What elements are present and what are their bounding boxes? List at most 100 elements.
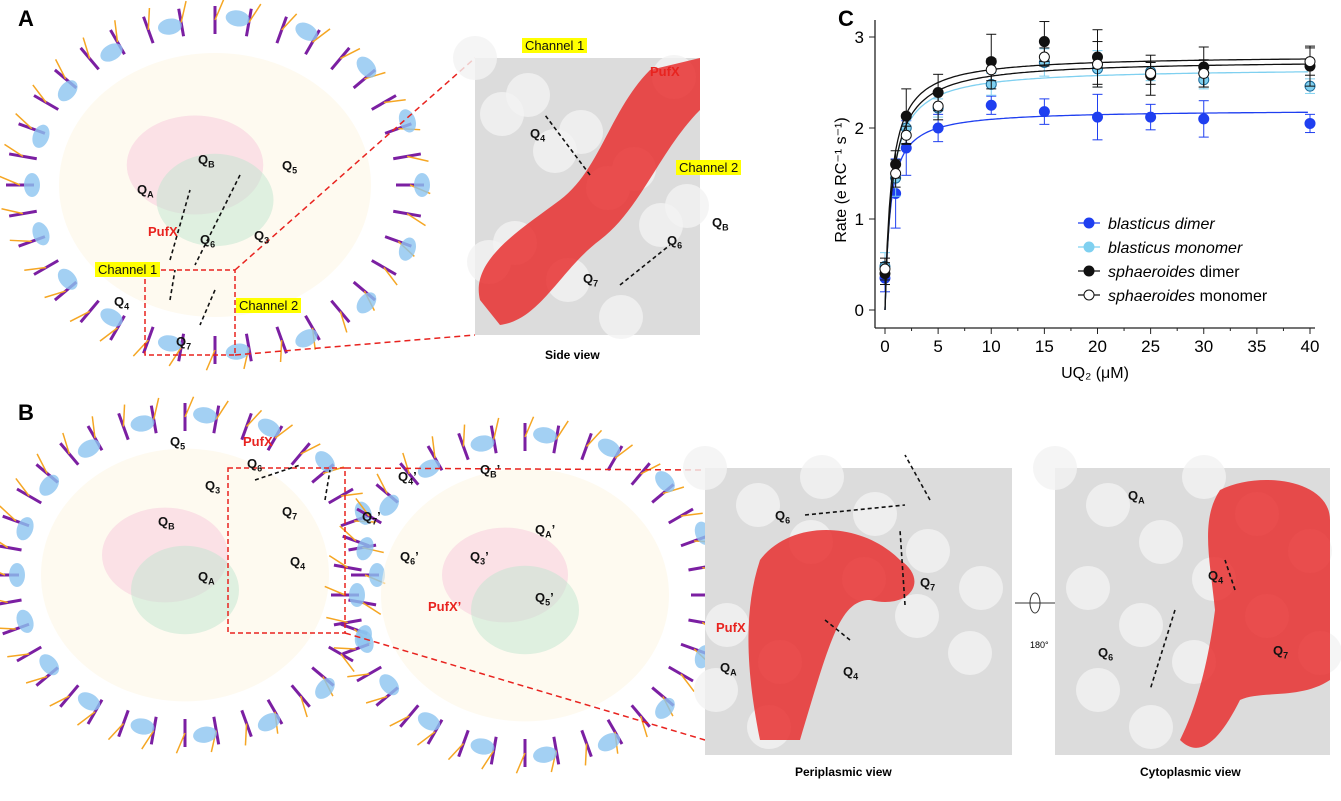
- fit-curve: [884, 58, 1308, 311]
- data-point: [1038, 51, 1050, 63]
- legend-marker: [1083, 217, 1095, 229]
- ring-b-left-carotenoid: [141, 730, 155, 750]
- data-point: [1198, 113, 1210, 125]
- side-view-label: Channel 2: [676, 160, 742, 175]
- ring-b-left-helix: [130, 415, 155, 432]
- ring-a-helix: [356, 292, 377, 314]
- dashed-arrow: [324, 469, 331, 501]
- rotation-label: 180°: [1030, 640, 1049, 650]
- data-point: [985, 99, 997, 111]
- side-view-surface-lobe: [599, 295, 643, 339]
- ring-a-carotenoid: [279, 340, 283, 363]
- cytoplasmic-view-surface-lobe: [1182, 455, 1226, 499]
- label-subscript: B: [722, 222, 729, 233]
- data-point: [1145, 67, 1157, 79]
- label-subscript: A: [545, 529, 552, 540]
- label-subscript: B: [208, 159, 215, 170]
- ring-b-right-carotenoid: [555, 420, 569, 440]
- ring-b-left-bchl: [212, 405, 221, 434]
- ring-b-right-helix: [470, 738, 495, 755]
- cytoplasmic-view-label: Q7: [1273, 643, 1289, 661]
- legend-entry: blasticus monomer: [1108, 240, 1243, 257]
- B-label: QB: [158, 514, 175, 532]
- dashed-arrow: [899, 529, 906, 606]
- ring-b-right-carotenoid: [614, 444, 634, 459]
- dashed-arrow: [199, 289, 216, 326]
- ring-b-left-helix: [77, 439, 101, 458]
- ring-b-left-bchl: [0, 598, 22, 606]
- B-label: Q7: [282, 504, 298, 522]
- pufx-surface: [1180, 480, 1330, 748]
- ring-a-carotenoid: [205, 349, 216, 371]
- label-subscript: A: [1138, 495, 1145, 506]
- ring-b-right-helix: [597, 733, 621, 752]
- ring-a-helix: [398, 237, 416, 261]
- ring-a-carotenoid: [383, 267, 398, 286]
- ring-b-right-helix: [356, 629, 374, 653]
- y-tick-label: 3: [855, 28, 864, 47]
- label-subscript: 7: [292, 511, 298, 522]
- ring-a-helix: [57, 268, 78, 290]
- periplasmic-view-surface-lobe: [948, 631, 992, 675]
- label-subscript: 6: [1108, 652, 1114, 663]
- B-label: QA: [198, 569, 215, 587]
- ring-b-left-carotenoid: [0, 627, 16, 630]
- ring-b-left-helix: [39, 654, 60, 676]
- y-tick-label: 1: [855, 210, 864, 229]
- x-tick-label: 10: [982, 337, 1001, 356]
- dashed-arrow: [169, 269, 176, 301]
- ring-a-carotenoid: [44, 290, 66, 299]
- ring-b-left-helix: [130, 718, 155, 735]
- y-tick-label: 0: [855, 301, 864, 320]
- data-point: [932, 100, 944, 112]
- label-subscript: 5: [545, 597, 551, 608]
- A-label: Q7: [176, 334, 192, 352]
- data-point: [932, 122, 944, 134]
- label-subscript: 7: [1283, 650, 1289, 661]
- x-tick-label: 20: [1088, 337, 1107, 356]
- x-tick-label: 5: [933, 337, 942, 356]
- dashed-arrow: [254, 464, 301, 481]
- B-label: QB’: [480, 462, 501, 480]
- B-label: Q4’: [398, 469, 417, 487]
- ring-b-left-carotenoid: [300, 443, 321, 455]
- label-subscript: 4: [853, 671, 859, 682]
- ring-a-helix: [398, 109, 416, 133]
- ring-b-left-bchl: [16, 645, 42, 663]
- ring-b-left-carotenoid: [25, 675, 48, 684]
- dashed-arrow: [804, 504, 906, 516]
- periplasmic-view-label: Q7: [920, 575, 936, 593]
- ring-b-left-helix: [257, 713, 281, 732]
- ring-b-left-helix: [257, 418, 281, 437]
- fit-curve: [884, 111, 1308, 311]
- ring-b-left-carotenoid: [49, 695, 70, 707]
- ring-a-helix: [295, 329, 318, 348]
- ring-a-helix: [356, 56, 377, 78]
- label-subscript: B: [168, 521, 175, 532]
- ring-a-carotenoid: [168, 347, 182, 367]
- side-view-label: Q6: [667, 233, 683, 251]
- ring-b-right-bchl: [457, 729, 470, 758]
- label-subscript: A: [208, 576, 215, 587]
- B-label: PufX: [243, 434, 273, 449]
- ring-b-left-helix: [77, 692, 101, 711]
- zoom-line: [234, 334, 476, 356]
- ring-b-left-carotenoid: [0, 505, 17, 522]
- B-label: Q6: [247, 456, 263, 474]
- data-point: [900, 129, 912, 141]
- ring-a-helix: [100, 308, 123, 327]
- label-subscript: 7: [372, 516, 378, 527]
- side-view-label: Q7: [583, 271, 599, 289]
- zoom-line: [344, 467, 706, 471]
- label-subscript: 6: [785, 515, 791, 526]
- periplasmic-view-label: Q6: [775, 508, 791, 526]
- A-label: Q4: [114, 294, 130, 312]
- ring-a-rc-subunit: [156, 153, 274, 247]
- ring-b-left-helix: [8, 563, 25, 588]
- data-point: [1038, 36, 1050, 48]
- ring-b-left-carotenoid: [122, 404, 126, 427]
- label-subscript: B: [490, 469, 497, 480]
- ring-b-left-carotenoid: [274, 424, 294, 439]
- ring-b-right-helix: [417, 712, 441, 731]
- label-subscript: 4: [1218, 575, 1224, 586]
